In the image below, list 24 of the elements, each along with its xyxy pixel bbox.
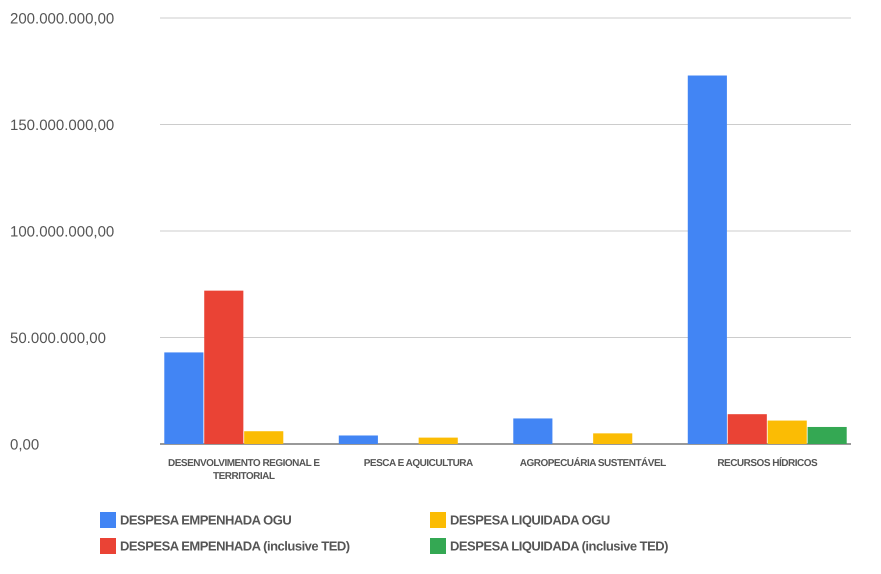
legend-label: DESPESA LIQUIDADA OGU	[450, 512, 610, 528]
bar	[244, 431, 284, 444]
bar	[513, 418, 552, 444]
bar	[688, 76, 727, 444]
y-tick-label: 0,00	[10, 436, 40, 454]
bar	[338, 435, 378, 444]
y-tick-label: 200.000.000,00	[10, 10, 114, 28]
legend-label: DESPESA EMPENHADA (inclusive TED)	[120, 538, 350, 554]
legend-label: DESPESA EMPENHADA OGU	[120, 512, 292, 528]
bar	[808, 426, 847, 444]
y-tick-label: 150.000.000,00	[10, 116, 114, 134]
bar	[768, 420, 807, 444]
bar	[204, 290, 244, 444]
x-tick-label: AGROPECUÁRIA SUSTENTÁVEL	[520, 457, 666, 469]
x-tick-label: DESENVOLVIMENTO REGIONAL E TERRITORIAL	[168, 458, 320, 482]
legend-label: DESPESA LIQUIDADA (inclusive TED)	[450, 538, 668, 554]
y-tick-label: 100.000.000,00	[10, 223, 114, 240]
y-tick-label: 50.000.000,00	[10, 330, 106, 347]
x-tick-label: PESCA E AQUICULTURA	[364, 458, 474, 469]
bar	[418, 438, 458, 444]
bar	[728, 414, 767, 444]
bar	[593, 433, 632, 444]
x-tick-label: RECURSOS HÍDRICOS	[717, 457, 818, 469]
bar	[164, 352, 204, 444]
